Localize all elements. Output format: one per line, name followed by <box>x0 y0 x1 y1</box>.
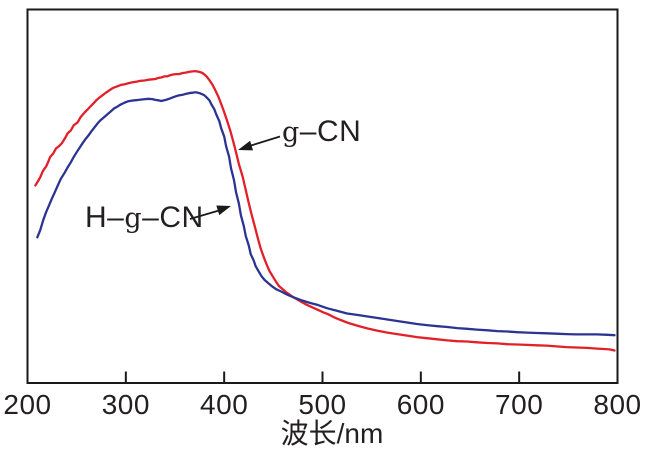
x-tick-label-700: 700 <box>495 389 544 420</box>
h-g-cn-arrow-line <box>189 209 220 220</box>
x-tick-label-500: 500 <box>298 389 347 420</box>
h-g-cn-label-cn: –CN <box>142 201 204 234</box>
g-cn-annotation-arrow <box>238 135 281 151</box>
g-cn-label-g: g <box>282 117 300 148</box>
x-tick-label-800: 800 <box>593 389 642 420</box>
x-tick-label-300: 300 <box>101 389 150 420</box>
g-cn-label-cn: –CN <box>299 115 362 148</box>
h-g-cn-annotation-arrow <box>189 205 231 220</box>
h-g-cn-label-g: g <box>124 203 143 234</box>
h-g-cn-label-h: H– <box>85 201 125 234</box>
curve-g-cn <box>34 69 616 352</box>
g-cn-label: g–CN <box>282 117 361 147</box>
x-tick-label-600: 600 <box>396 389 445 420</box>
x-axis-title: 波长/nm <box>280 418 384 449</box>
curve-h-g-cn <box>36 91 616 337</box>
x-axis-tick-labels: 200 300 400 500 600 700 800 <box>0 391 650 419</box>
h-g-cn-label: H–g–CN <box>85 203 204 233</box>
x-tick-label-200: 200 <box>3 389 52 420</box>
g-cn-arrowhead-icon <box>238 140 253 151</box>
g-cn-arrow-line <box>250 135 281 147</box>
x-axis-ticks <box>124 371 521 382</box>
x-tick-label-400: 400 <box>200 389 249 420</box>
plot-border <box>26 8 619 384</box>
h-g-cn-arrowhead-icon <box>216 205 231 216</box>
